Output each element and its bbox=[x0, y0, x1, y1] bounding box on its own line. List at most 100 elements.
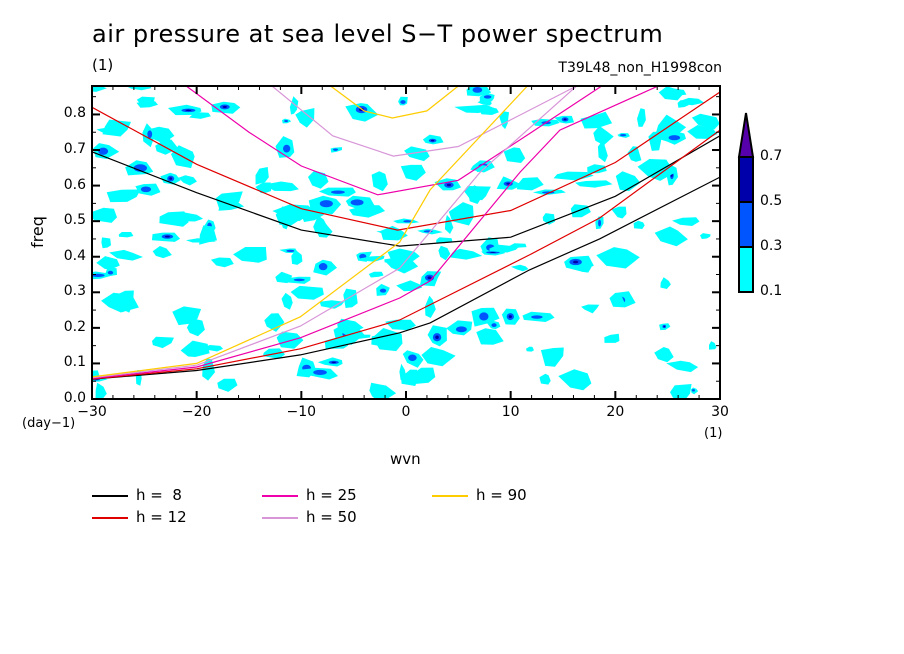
contour-blob bbox=[611, 206, 627, 219]
contour-blob bbox=[96, 256, 120, 270]
contour-blob bbox=[169, 177, 173, 180]
contour-blob bbox=[491, 323, 497, 328]
curve-50-branch-0 bbox=[271, 86, 577, 157]
contour-blob bbox=[284, 119, 289, 123]
contour-blob bbox=[337, 318, 364, 336]
x-tick-label: −30 bbox=[77, 404, 107, 420]
contour-blob bbox=[400, 164, 426, 181]
legend-item-label: h = 50 bbox=[306, 508, 357, 526]
contour-blob bbox=[455, 326, 467, 333]
contour-blob bbox=[490, 251, 496, 253]
y-tick-label: 0.8 bbox=[63, 105, 86, 122]
contour-blob bbox=[147, 130, 153, 139]
contour-blob bbox=[425, 295, 436, 318]
contour-blob bbox=[613, 293, 626, 307]
contour-blob bbox=[372, 328, 403, 352]
contour-blob bbox=[264, 313, 285, 332]
contour-blob bbox=[396, 280, 423, 292]
contour-blob bbox=[581, 256, 592, 273]
y-tick-label: 0.3 bbox=[63, 283, 86, 300]
contour-blob bbox=[319, 300, 345, 309]
contour-blob bbox=[290, 285, 324, 300]
curve-12-branch-0 bbox=[92, 91, 720, 231]
contour-blob bbox=[101, 237, 111, 249]
contour-blob bbox=[283, 144, 291, 153]
contour-blob bbox=[637, 159, 675, 181]
contour-blob bbox=[472, 86, 483, 93]
contour-blob bbox=[313, 215, 330, 234]
contour-blob bbox=[333, 148, 338, 151]
y-tick-label: 0.1 bbox=[63, 354, 86, 371]
contour-blob bbox=[125, 86, 152, 91]
colorbar-label: 0.1 bbox=[760, 283, 783, 299]
colorbar-segment bbox=[738, 156, 754, 203]
x-tick-label: −10 bbox=[286, 404, 317, 420]
contour-blob bbox=[468, 185, 483, 204]
contour-blob bbox=[499, 111, 509, 130]
legend-item-label: h = 12 bbox=[136, 508, 187, 526]
contour-blob bbox=[691, 389, 696, 392]
contour-blob bbox=[136, 96, 155, 105]
contour-blob bbox=[222, 105, 227, 108]
y-tick-label: 0.2 bbox=[63, 318, 86, 335]
contour-blob bbox=[709, 341, 717, 350]
contour-blob bbox=[438, 245, 451, 261]
contour-blob bbox=[92, 86, 107, 92]
y-tick-label: 0.0 bbox=[63, 390, 86, 406]
contour-blob bbox=[384, 258, 404, 264]
contour-blob bbox=[700, 233, 711, 239]
contour-blob bbox=[670, 384, 692, 399]
contour-blob bbox=[691, 113, 720, 130]
contour-blob bbox=[185, 109, 192, 112]
legend-item-label: h = 25 bbox=[306, 486, 357, 504]
contour-blob bbox=[508, 315, 512, 319]
contour-blob bbox=[587, 164, 607, 174]
curve-8-branch-1 bbox=[92, 176, 720, 380]
contour-blob bbox=[152, 246, 172, 259]
contour-blob bbox=[516, 177, 544, 191]
colorbar-label: 0.3 bbox=[760, 238, 783, 254]
contour-blob bbox=[180, 340, 210, 357]
y-tick-label: 0.5 bbox=[63, 212, 86, 229]
contour-blob bbox=[581, 304, 600, 314]
contour-blob bbox=[96, 127, 121, 136]
contour-blob bbox=[371, 171, 388, 192]
contour-blob bbox=[233, 247, 267, 263]
contour-blob bbox=[627, 146, 642, 162]
contour-blob bbox=[570, 204, 591, 218]
contour-blob bbox=[449, 248, 483, 260]
x-axis-unit: (1) bbox=[704, 426, 723, 441]
contour-blob bbox=[217, 378, 238, 392]
colorbar-label: 0.5 bbox=[760, 193, 783, 209]
contour-blob bbox=[308, 170, 329, 189]
legend-item-label: h = 90 bbox=[476, 486, 527, 504]
colorbar-label: 0.7 bbox=[760, 148, 783, 164]
contour-blob bbox=[431, 139, 435, 142]
contour-blob bbox=[526, 346, 534, 352]
contour-blob bbox=[369, 382, 397, 399]
contour-blob bbox=[349, 205, 385, 218]
contour-blob bbox=[604, 333, 620, 343]
curve-25-branch-1 bbox=[92, 86, 659, 379]
legend-item-label: h = 8 bbox=[136, 486, 182, 504]
curve-25-branch-0 bbox=[185, 86, 603, 196]
contour-blob bbox=[506, 182, 511, 185]
curve-50-branch-1 bbox=[92, 86, 577, 379]
contour-blob bbox=[558, 369, 592, 391]
contour-blob bbox=[319, 200, 333, 208]
contour-blob bbox=[454, 104, 497, 113]
contour-blob bbox=[687, 125, 718, 139]
contour-blob bbox=[98, 147, 109, 155]
contour-blob bbox=[663, 325, 666, 328]
contour-blob bbox=[648, 131, 663, 151]
x-tick-label: 20 bbox=[606, 404, 625, 420]
curve-90-branch-1 bbox=[92, 86, 528, 378]
contour-blob bbox=[654, 347, 674, 363]
contour-blob bbox=[295, 108, 315, 128]
contour-blob bbox=[281, 292, 293, 310]
contour-blob bbox=[658, 86, 684, 101]
contour-blob bbox=[633, 220, 645, 229]
contour-blob bbox=[343, 288, 358, 308]
contour-blob bbox=[668, 135, 681, 141]
y-axis-unit: (day−1) bbox=[22, 416, 76, 431]
